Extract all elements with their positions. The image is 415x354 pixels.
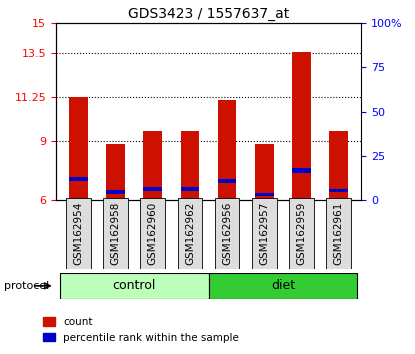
Bar	[69, 177, 88, 181]
Bar	[66, 198, 90, 269]
Text: GSM162961: GSM162961	[334, 202, 344, 265]
Text: protocol: protocol	[4, 281, 49, 291]
Bar	[218, 179, 237, 183]
Bar	[330, 189, 348, 192]
Bar	[327, 198, 351, 269]
Title: GDS3423 / 1557637_at: GDS3423 / 1557637_at	[128, 7, 289, 21]
Text: control: control	[112, 279, 156, 292]
Legend: count, percentile rank within the sample: count, percentile rank within the sample	[39, 313, 244, 347]
Bar	[178, 198, 202, 269]
Text: GSM162959: GSM162959	[297, 202, 307, 265]
Bar	[215, 198, 239, 269]
Bar	[181, 187, 199, 191]
Bar	[144, 187, 162, 191]
Bar	[255, 144, 273, 200]
Text: GSM162956: GSM162956	[222, 202, 232, 265]
Text: GSM162957: GSM162957	[259, 202, 269, 265]
Bar	[255, 193, 273, 196]
Text: GSM162958: GSM162958	[110, 202, 120, 265]
Text: GSM162962: GSM162962	[185, 202, 195, 265]
Bar	[106, 144, 125, 200]
Bar	[252, 198, 277, 269]
Bar	[140, 198, 165, 269]
Bar	[330, 131, 348, 200]
Bar	[106, 190, 125, 194]
Bar	[292, 167, 311, 173]
Text: diet: diet	[271, 279, 295, 292]
Bar	[289, 198, 314, 269]
Text: GSM162960: GSM162960	[148, 202, 158, 265]
Bar	[181, 131, 199, 200]
Bar	[103, 198, 128, 269]
Bar	[292, 52, 311, 200]
Bar	[144, 131, 162, 200]
Text: GSM162954: GSM162954	[73, 202, 83, 265]
Bar	[218, 100, 237, 200]
Bar	[209, 273, 357, 299]
Bar	[69, 97, 88, 200]
Bar	[60, 273, 209, 299]
